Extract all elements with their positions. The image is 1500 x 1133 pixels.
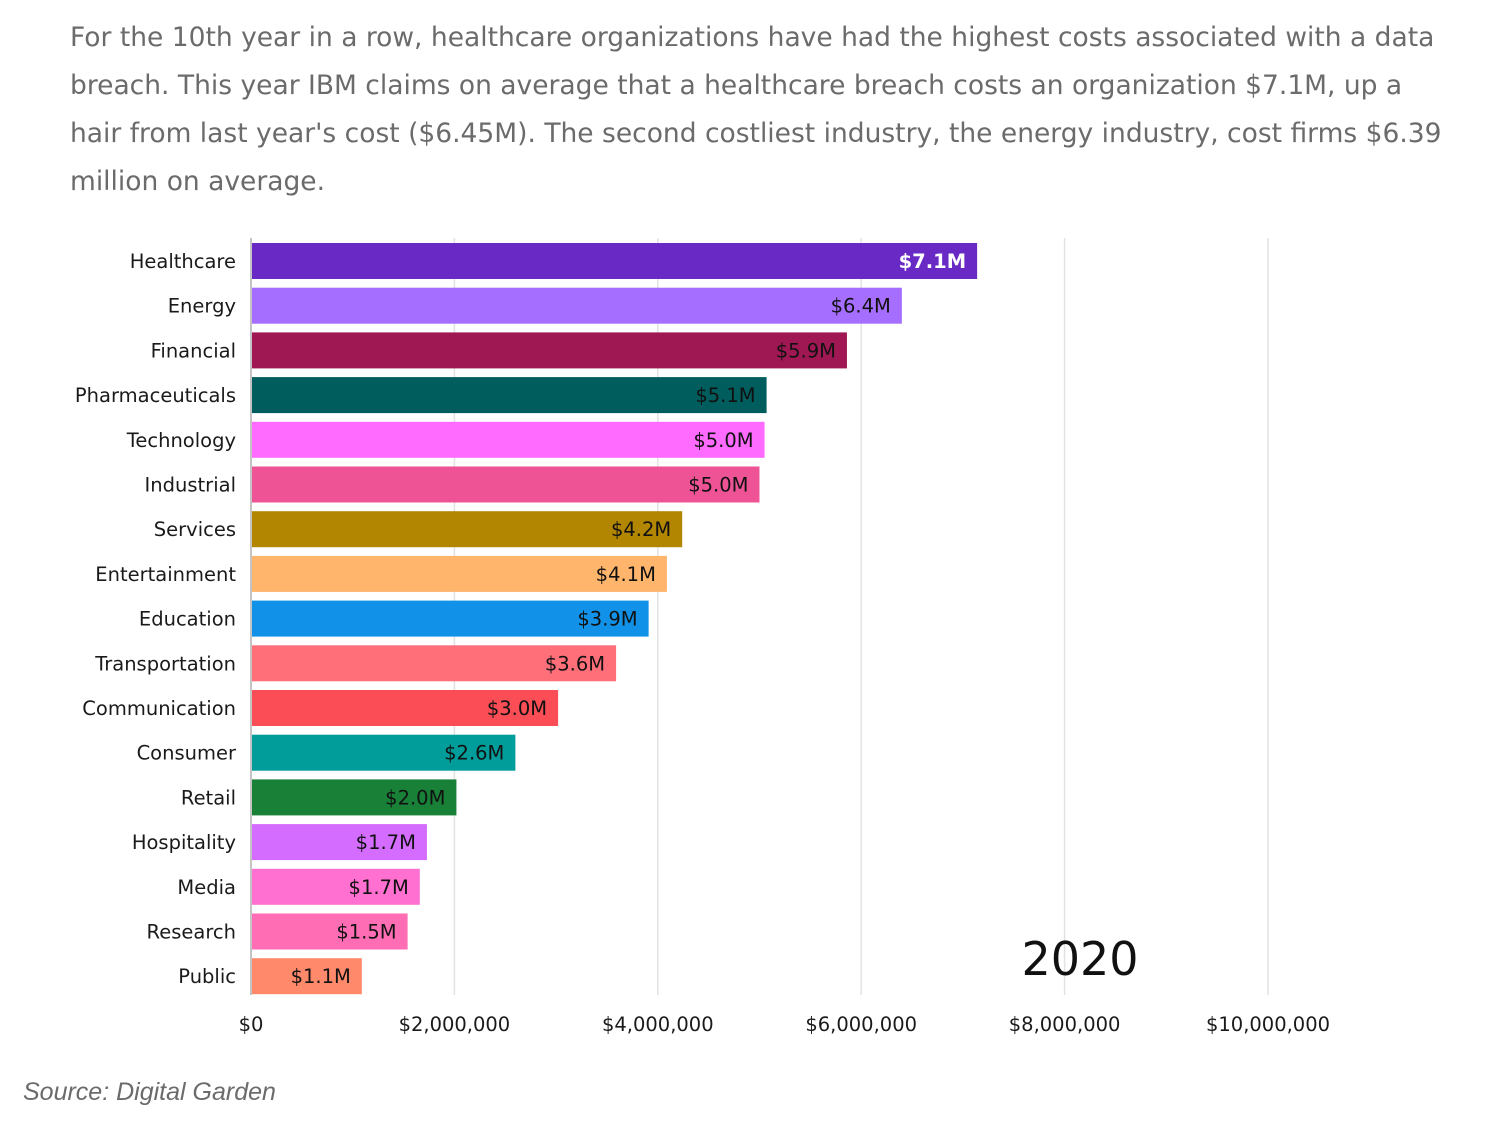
bar bbox=[252, 511, 683, 548]
intro-paragraph: For the 10th year in a row, healthcare o… bbox=[70, 22, 1442, 197]
y-category-label: Entertainment bbox=[95, 563, 236, 586]
bar-value-label: $2.6M bbox=[444, 742, 504, 765]
x-tick-label: $0 bbox=[239, 1013, 264, 1036]
bar-value-label: $2.0M bbox=[385, 786, 445, 809]
bar-value-label: $7.1M bbox=[899, 250, 967, 273]
x-tick-label: $4,000,000 bbox=[602, 1013, 714, 1036]
y-category-label: Technology bbox=[126, 429, 236, 452]
bar-value-label: $3.0M bbox=[487, 697, 547, 720]
y-category-label: Hospitality bbox=[132, 831, 236, 854]
bar-value-label: $5.1M bbox=[695, 384, 755, 407]
y-category-label: Healthcare bbox=[130, 250, 236, 273]
x-tick-label: $2,000,000 bbox=[399, 1013, 511, 1036]
bar bbox=[252, 913, 408, 950]
bar-value-label: $1.7M bbox=[349, 876, 409, 899]
bar-value-label: $5.9M bbox=[776, 339, 836, 362]
y-category-label: Financial bbox=[151, 339, 236, 362]
bar bbox=[252, 466, 760, 503]
bar-chart: $0 $2,000,000 $4,000,000 $6,000,000 $8,000,0… bbox=[0, 225, 1500, 1065]
y-category-label: Communication bbox=[82, 697, 236, 720]
y-category-label: Consumer bbox=[137, 742, 237, 765]
bar-value-label: $1.1M bbox=[291, 965, 351, 988]
bar bbox=[252, 421, 765, 458]
bar-value-label: $4.2M bbox=[611, 518, 671, 541]
bar bbox=[252, 868, 420, 905]
source-caption: Source: Digital Garden bbox=[23, 1078, 276, 1106]
bar bbox=[252, 734, 516, 771]
bar bbox=[252, 690, 559, 726]
x-tick-label: $6,000,000 bbox=[805, 1013, 917, 1036]
bar-value-label: $5.0M bbox=[693, 429, 753, 452]
bar bbox=[252, 600, 649, 637]
bar bbox=[252, 958, 362, 995]
bar bbox=[252, 645, 617, 682]
bar bbox=[252, 243, 978, 279]
bar-value-label: $3.6M bbox=[545, 652, 605, 675]
bar bbox=[252, 377, 767, 414]
bar-value-label: $5.0M bbox=[688, 474, 748, 497]
y-category-label: Research bbox=[147, 921, 236, 944]
y-category-label: Education bbox=[139, 608, 236, 631]
y-category-label: Public bbox=[178, 965, 236, 988]
y-category-label: Energy bbox=[168, 295, 236, 318]
bar bbox=[252, 555, 667, 592]
bar-value-label: $4.1M bbox=[596, 563, 656, 586]
bar bbox=[252, 779, 457, 816]
y-category-label: Services bbox=[154, 518, 236, 541]
x-tick-label: $8,000,000 bbox=[1009, 1013, 1121, 1036]
y-category-label: Retail bbox=[181, 786, 236, 809]
bar-value-label: $3.9M bbox=[577, 608, 637, 631]
bar-value-label: $1.5M bbox=[336, 921, 396, 944]
x-tick-label: $10,000,000 bbox=[1206, 1013, 1330, 1036]
chart-svg: $0 $2,000,000 $4,000,000 $6,000,000 $8,000,0… bbox=[75, 238, 1330, 1036]
year-annotation: 2020 bbox=[1021, 932, 1138, 986]
bar bbox=[252, 332, 847, 369]
bar bbox=[252, 287, 902, 324]
y-category-label: Transportation bbox=[94, 652, 236, 675]
bar bbox=[252, 824, 427, 861]
y-category-label: Pharmaceuticals bbox=[75, 384, 236, 407]
y-category-label: Industrial bbox=[145, 474, 236, 497]
bar-value-label: $1.7M bbox=[356, 831, 416, 854]
bar-value-label: $6.4M bbox=[831, 295, 891, 318]
y-category-label: Media bbox=[177, 876, 236, 899]
